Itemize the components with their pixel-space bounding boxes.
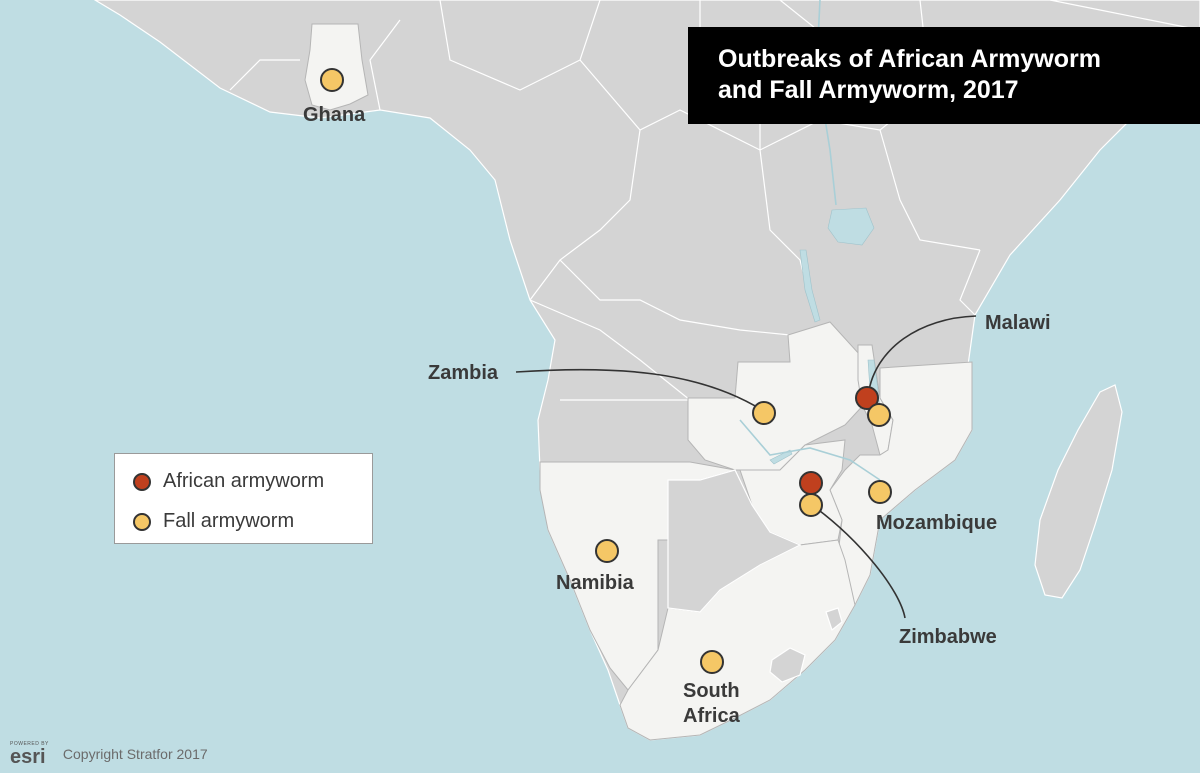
label-mozambique: Mozambique [876, 512, 997, 534]
map-title-box: Outbreaks of African Armyworm and Fall A… [688, 27, 1200, 124]
legend-item-african-armyworm: African armyworm [133, 470, 324, 493]
country-eswatini [825, 607, 843, 632]
outbreak-malawi-african-armyworm [855, 386, 879, 410]
arabia-landmass [1049, 0, 1200, 31]
outbreak-zimbabwe-african-armyworm [799, 471, 823, 495]
leader-malawi [867, 315, 977, 396]
country-lesotho [769, 647, 806, 683]
outbreak-zimbabwe-fall-armyworm [799, 493, 823, 517]
esri-wordmark: esri [10, 746, 46, 768]
lake-tanganyika [799, 249, 821, 323]
legend-swatch-african-armyworm [133, 472, 151, 491]
country-ghana [304, 23, 369, 111]
label-south-africa-line2: Africa [683, 705, 741, 727]
outbreak-south-africa-fall-armyworm [700, 650, 724, 674]
label-south-africa-line1: South [683, 680, 740, 702]
outbreak-malawi-fall-armyworm [867, 403, 891, 427]
label-ghana: Ghana [303, 104, 366, 126]
label-namibia: Namibia [556, 572, 635, 594]
legend-label-african-armyworm: African armyworm [163, 470, 325, 492]
map-title-line1: Outbreaks of African Armyworm [718, 45, 1101, 73]
country-botswana [667, 469, 802, 613]
legend: African armyworm Fall armyworm [114, 453, 373, 544]
legend-item-fall-armyworm: Fall armyworm [133, 510, 294, 533]
label-zambia: Zambia [428, 362, 499, 384]
river-zambezi [739, 419, 881, 481]
copyright-text: Copyright Stratfor 2017 [62, 746, 208, 762]
label-malawi: Malawi [985, 312, 1051, 334]
leader-zambia [515, 368, 763, 411]
madagascar-landmass [1034, 384, 1123, 599]
outbreak-zambia-fall-armyworm [752, 401, 776, 425]
outbreak-ghana-fall-armyworm [320, 68, 344, 92]
esri-logo: POWERED BY esri [10, 741, 49, 767]
footer: POWERED BY esri Copyright Stratfor 2017 [10, 739, 208, 769]
outbreak-mozambique-fall-armyworm [868, 480, 892, 504]
esri-powered-by: POWERED BY [10, 741, 49, 747]
leader-zimbabwe [811, 504, 906, 619]
label-zimbabwe: Zimbabwe [899, 626, 997, 648]
legend-swatch-fall-armyworm [133, 512, 151, 531]
lake-victoria [827, 207, 875, 246]
legend-label-fall-armyworm: Fall armyworm [163, 510, 295, 532]
outbreak-namibia-fall-armyworm [595, 539, 619, 563]
map-title-line2: and Fall Armyworm, 2017 [718, 76, 1019, 104]
